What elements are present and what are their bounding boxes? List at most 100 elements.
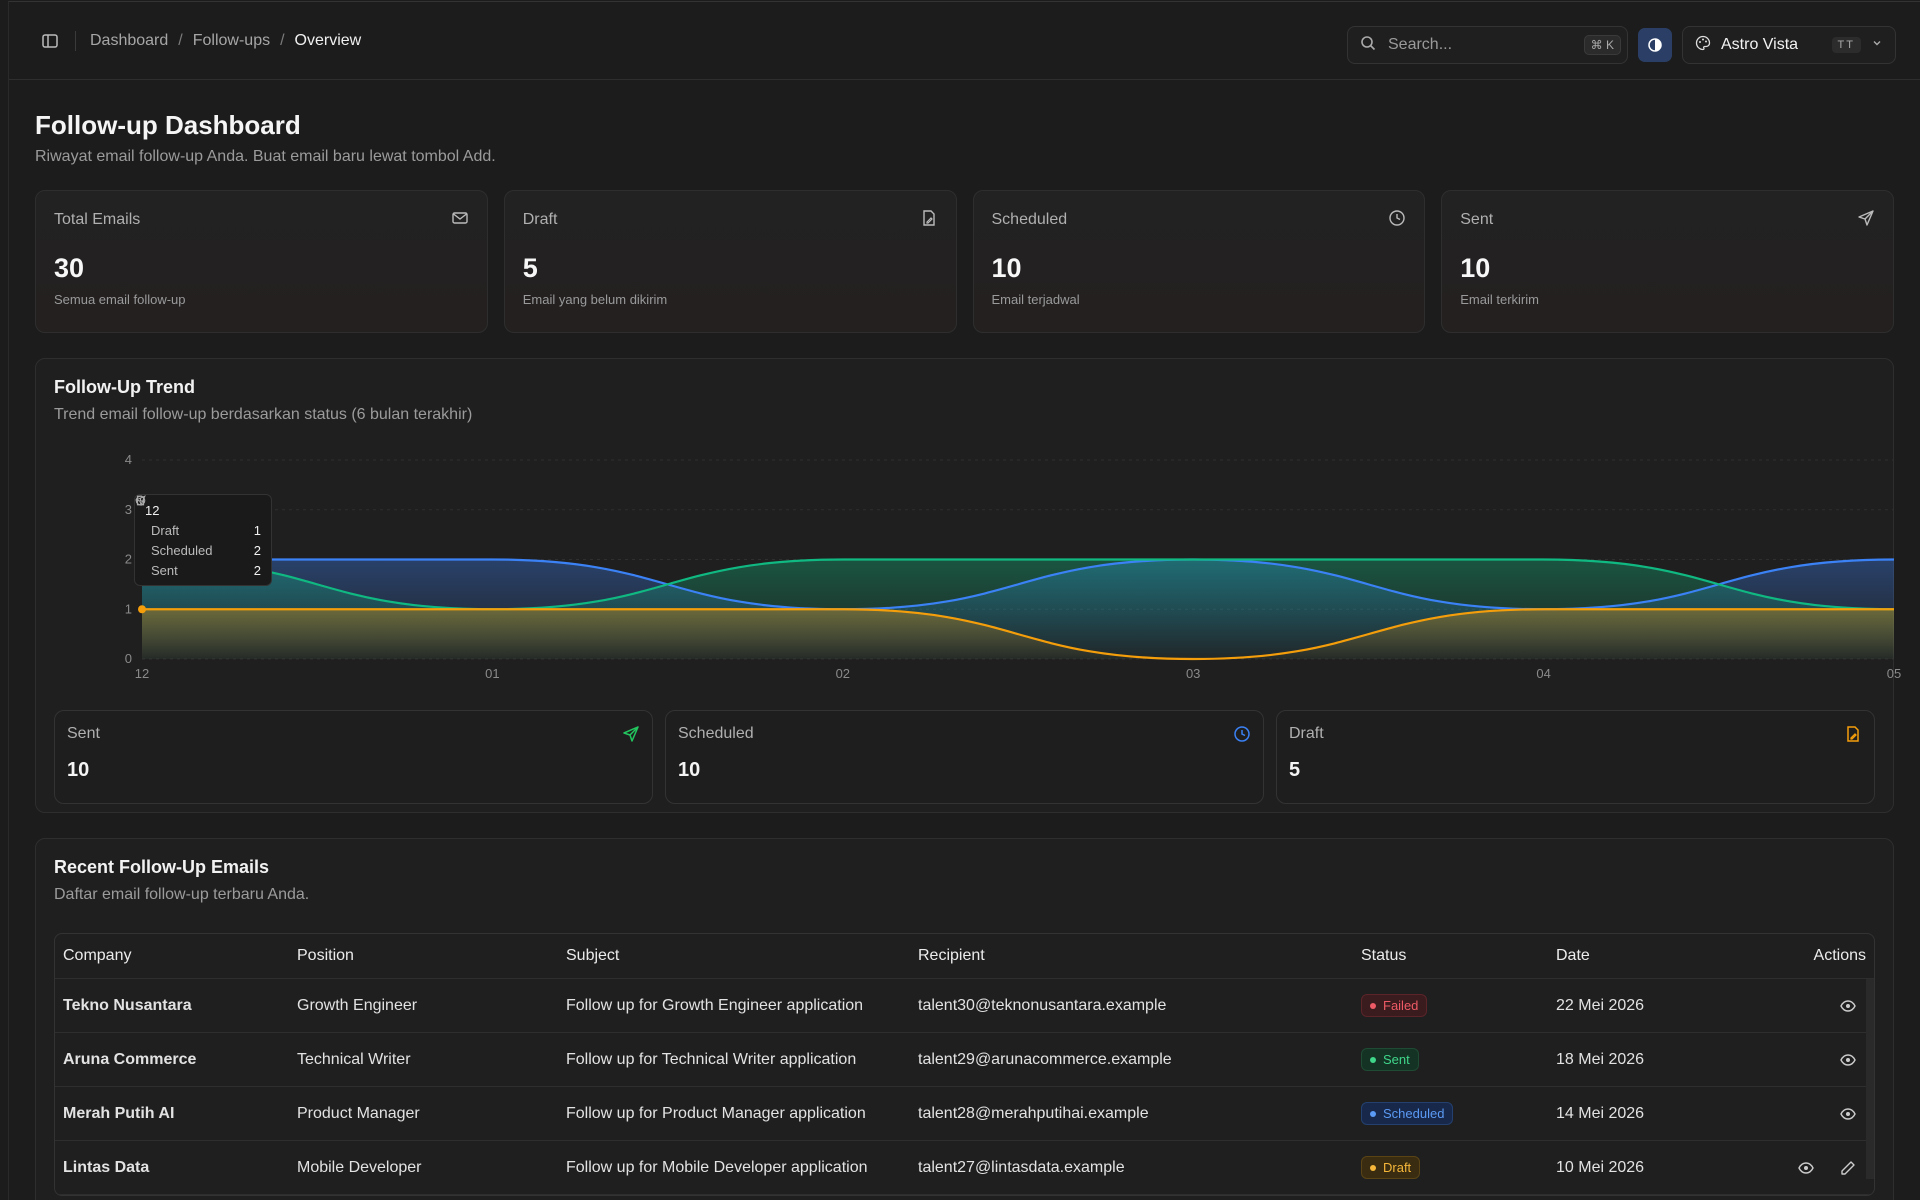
- cell-recipient: talent27@lintasdata.example: [918, 1158, 1125, 1176]
- app-window: Dashboard / Follow-ups / Overview Search…: [8, 1, 1920, 1200]
- cell-recipient: talent30@teknonusantara.example: [918, 996, 1167, 1014]
- table-row[interactable]: Lintas Data Mobile Developer Follow up f…: [55, 1141, 1874, 1195]
- stat-desc: Email terkirim: [1460, 292, 1539, 307]
- y-tick-label: 2: [125, 552, 132, 567]
- trend-card: Follow-Up Trend Trend email follow-up be…: [35, 358, 1901, 813]
- search-placeholder: Search...: [1388, 36, 1453, 53]
- series-line-sent: [141, 558, 1895, 611]
- breadcrumb-separator: /: [280, 31, 285, 49]
- search-input[interactable]: Search... ⌘ K: [1347, 26, 1628, 64]
- cell-company: Aruna Commerce: [63, 1050, 197, 1068]
- view-icon[interactable]: [1840, 1052, 1856, 1068]
- cell-status: Draft: [1361, 1156, 1556, 1179]
- cell-status: Sent: [1361, 1048, 1556, 1071]
- col-recipient[interactable]: Recipient: [918, 947, 985, 964]
- summary-value: 10: [678, 759, 701, 781]
- cell-date: 10 Mei 2026: [1556, 1158, 1645, 1176]
- x-tick-label: 02: [836, 666, 850, 681]
- breadcrumb-separator: /: [178, 31, 183, 49]
- cell-position: Technical Writer: [297, 1050, 411, 1068]
- table-row[interactable]: Tekno Nusantara Growth Engineer Follow u…: [55, 979, 1874, 1033]
- edit-icon[interactable]: [1840, 1160, 1856, 1176]
- x-tick-label: 05: [1887, 666, 1901, 681]
- cell-date: 18 Mei 2026: [1556, 1050, 1645, 1068]
- workspace-name: Astro Vista: [1721, 36, 1799, 53]
- view-icon[interactable]: [1840, 998, 1856, 1014]
- cell-subject: Follow up for Technical Writer applicati…: [566, 1050, 857, 1068]
- x-tick-label: 01: [485, 666, 499, 681]
- view-icon[interactable]: [1840, 1106, 1856, 1122]
- sidebar-toggle-icon[interactable]: [35, 26, 65, 56]
- cell-status: Failed: [1361, 994, 1556, 1017]
- stat-value: 10: [991, 253, 1022, 283]
- cell-subject: Follow up for Mobile Developer applicati…: [566, 1158, 868, 1176]
- tooltip-label: Sent: [151, 563, 178, 578]
- breadcrumb-dashboard[interactable]: Dashboard: [90, 31, 169, 49]
- breadcrumb-overview: Overview: [294, 31, 362, 49]
- trend-chart[interactable]: 0 1 2 3 4 12 01 02 03 04 05 12 Draft 1 Scheduled 2: [54, 432, 1901, 702]
- cell-subject: Follow up for Growth Engineer applicatio…: [566, 996, 864, 1014]
- col-subject[interactable]: Subject: [566, 947, 620, 964]
- status-badge: Sent: [1361, 1048, 1419, 1071]
- chart-tooltip: 12 Draft 1 Scheduled 2 Sent 2: [134, 494, 272, 586]
- stat-card-scheduled: Scheduled 10 Email terjadwal: [972, 190, 1426, 333]
- summary-card-sent: Sent 10: [54, 710, 653, 804]
- stat-desc: Email yang belum dikirim: [522, 292, 668, 307]
- table-row[interactable]: Aruna Commerce Technical Writer Follow u…: [55, 1033, 1874, 1087]
- summary-value: 5: [1289, 759, 1301, 781]
- tooltip-label: Draft: [151, 523, 180, 538]
- status-badge: Scheduled: [1361, 1102, 1454, 1125]
- tooltip-row-draft: Draft 1: [136, 495, 261, 538]
- summary-value: 10: [67, 759, 90, 781]
- tooltip-title: 12: [145, 503, 160, 518]
- stat-label: Draft: [522, 211, 558, 228]
- clock-icon: [1388, 209, 1406, 232]
- table-header: Company Position Subject Recipient Statu…: [55, 934, 1874, 979]
- y-tick-label: 0: [125, 651, 132, 666]
- stat-value: 30: [54, 253, 85, 283]
- cell-position: Growth Engineer: [297, 996, 418, 1014]
- cell-company: Lintas Data: [63, 1158, 150, 1176]
- contrast-icon: [1648, 38, 1662, 52]
- emails-table: Company Position Subject Recipient Statu…: [54, 933, 1875, 1196]
- trend-summary: Sent 10 Scheduled 10 Draft: [54, 710, 1875, 804]
- x-tick-label: 04: [1536, 666, 1550, 681]
- col-company[interactable]: Company: [63, 947, 132, 964]
- stats-row: Total Emails 30 Semua email follow-up Dr…: [35, 190, 1894, 333]
- tooltip-value: 2: [253, 563, 261, 578]
- recent-subtitle: Daftar email follow-up terbaru Anda.: [54, 886, 310, 903]
- stat-value: 5: [522, 253, 538, 283]
- y-tick-label: 4: [125, 452, 132, 467]
- series-line-draft: [142, 608, 1894, 661]
- cell-status: Scheduled: [1361, 1102, 1556, 1125]
- mail-icon: [451, 209, 469, 232]
- stat-label: Sent: [1460, 211, 1494, 228]
- divider: [75, 30, 76, 51]
- table-row[interactable]: Merah Putih AI Product Manager Follow up…: [55, 1087, 1874, 1141]
- workspace-switcher[interactable]: Astro Vista TT: [1682, 26, 1896, 64]
- table-scrollbar[interactable]: [1866, 979, 1874, 1179]
- cell-recipient: talent28@merahputihai.example: [918, 1104, 1149, 1122]
- cell-position: Product Manager: [297, 1104, 420, 1122]
- theme-toggle-button[interactable]: [1638, 28, 1672, 62]
- stat-desc: Email terjadwal: [991, 292, 1080, 307]
- main-content: Follow-up Dashboard Riwayat email follow…: [9, 110, 1920, 1200]
- status-label: Sent: [1383, 1052, 1410, 1067]
- breadcrumb-follow-ups[interactable]: Follow-ups: [192, 31, 271, 49]
- col-actions: Actions: [1813, 947, 1866, 964]
- col-position[interactable]: Position: [297, 947, 354, 964]
- status-badge: Draft: [1361, 1156, 1421, 1179]
- stat-label: Total Emails: [54, 211, 141, 228]
- summary-card-draft: Draft 5: [1276, 710, 1875, 804]
- trend-subtitle: Trend email follow-up berdasarkan status…: [54, 406, 473, 423]
- view-icon[interactable]: [1798, 1160, 1814, 1176]
- series-line-scheduled: [142, 558, 1895, 611]
- status-label: Scheduled: [1383, 1106, 1445, 1121]
- col-status[interactable]: Status: [1361, 947, 1407, 964]
- stat-card-total: Total Emails 30 Semua email follow-up: [35, 190, 488, 333]
- recent-emails-card: Recent Follow-Up Emails Daftar email fol…: [35, 838, 1894, 1200]
- col-date[interactable]: Date: [1556, 947, 1590, 964]
- recent-title: Recent Follow-Up Emails: [54, 857, 270, 877]
- workspace-initials: TT: [1831, 37, 1861, 53]
- cell-company: Merah Putih AI: [63, 1104, 175, 1122]
